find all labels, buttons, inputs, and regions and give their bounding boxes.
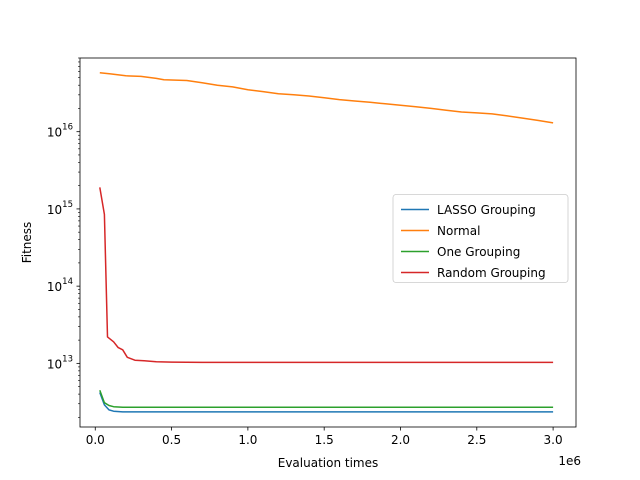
legend-item-label: One Grouping <box>437 245 520 259</box>
y-tick-label: 1013 <box>47 354 73 371</box>
x-tick-label: 3.0 <box>544 433 563 447</box>
series-line-normal <box>99 71 554 124</box>
x-axis-ticks: 0.0 0.5 1.0 1.5 2.0 2.5 3.0 <box>86 427 563 447</box>
y-axis-label: Fitness <box>20 222 34 264</box>
x-tick-label: 1.0 <box>238 433 257 447</box>
x-axis-offset-label: 1e6 <box>558 454 581 468</box>
legend: LASSO Grouping Normal One Grouping Random G… <box>392 194 569 283</box>
legend-item-label: LASSO Grouping <box>437 203 536 217</box>
series-lines <box>99 71 554 413</box>
x-tick-label: 2.0 <box>391 433 410 447</box>
legend-box <box>392 194 569 283</box>
series-line-one-grouping <box>99 389 554 409</box>
x-axis-label: Evaluation times <box>278 456 379 470</box>
y-axis-ticks: 1013 1014 1015 1016 <box>47 57 80 418</box>
y-tick-label: 1015 <box>47 200 73 217</box>
x-tick-label: 1.5 <box>315 433 334 447</box>
series-line-random-grouping <box>99 187 554 364</box>
series-line-lasso-grouping <box>99 392 554 413</box>
y-tick-label: 1016 <box>47 123 73 140</box>
legend-item-label: Normal <box>437 224 480 238</box>
legend-item-label: Random Grouping <box>437 266 546 280</box>
x-tick-label: 0.5 <box>162 433 181 447</box>
x-tick-label: 0.0 <box>86 433 105 447</box>
plot-frame <box>79 57 577 428</box>
x-tick-label: 2.5 <box>467 433 486 447</box>
y-tick-label: 1014 <box>47 277 73 294</box>
